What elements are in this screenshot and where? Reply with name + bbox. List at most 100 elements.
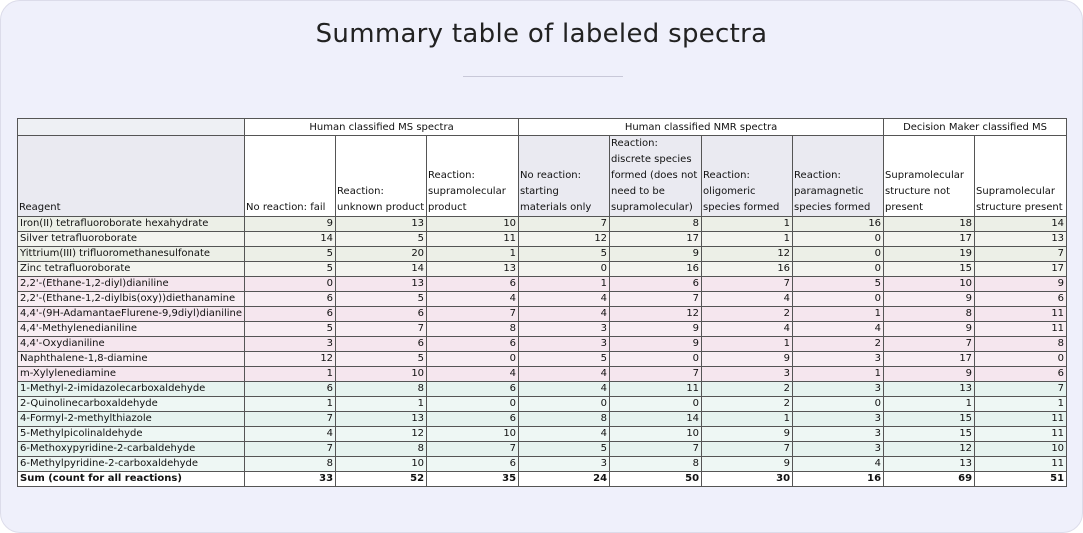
value-cell: 6	[426, 456, 520, 472]
table-row: m-Xylylenediamine 1 10 4 4 7 3 1 9 6	[16, 366, 1068, 382]
value-cell: 1	[883, 396, 976, 412]
value-cell: 3	[244, 336, 337, 352]
value-cell: 4	[518, 306, 611, 322]
value-cell: 0	[426, 396, 520, 412]
table-row: Yittrium(III) trifluoromethanesulfonate 5…	[16, 246, 1068, 262]
value-cell: 12	[701, 246, 794, 262]
value-cell: 0	[792, 291, 885, 307]
value-cell: 2	[701, 381, 794, 397]
value-cell: 1	[426, 246, 520, 262]
value-cell: 10	[426, 216, 520, 232]
value-cell: 15	[883, 426, 976, 442]
value-cell: 9	[883, 321, 976, 337]
value-cell: 6	[335, 336, 428, 352]
value-cell: 0	[426, 351, 520, 367]
value-cell: 24	[518, 471, 611, 487]
value-cell: 13	[883, 381, 976, 397]
reagent-cell: m-Xylylenediamine	[16, 366, 246, 382]
value-cell: 0	[609, 396, 703, 412]
column-header: Reaction: discrete species formed (does …	[609, 135, 703, 217]
group-header-ms: Human classified MS spectra	[244, 118, 520, 136]
value-cell: 0	[792, 231, 885, 247]
value-cell: 9	[609, 246, 703, 262]
value-cell: 1	[244, 396, 337, 412]
column-header: Supramolecular structure present	[974, 135, 1068, 217]
value-cell: 14	[244, 231, 337, 247]
value-cell: 16	[792, 216, 885, 232]
value-cell: 4	[426, 366, 520, 382]
column-header: Supramolecular structure not present	[883, 135, 976, 217]
value-cell: 12	[244, 351, 337, 367]
value-cell: 9	[883, 291, 976, 307]
value-cell: 6	[974, 366, 1068, 382]
value-cell: 8	[426, 321, 520, 337]
value-cell: 9	[701, 426, 794, 442]
value-cell: 9	[974, 276, 1068, 292]
table-row: 2,2'-(Ethane-1,2-diylbis(oxy))diethanami…	[16, 291, 1068, 307]
column-header-row: Reagent No reaction: fail Reaction: unkn…	[16, 135, 1068, 217]
reagent-cell: 2,2'-(Ethane-1,2-diylbis(oxy))diethanami…	[16, 291, 246, 307]
page-title: Summary table of labeled spectra	[315, 19, 768, 49]
value-cell: 3	[518, 321, 611, 337]
value-cell: 5	[518, 441, 611, 457]
value-cell: 7	[609, 291, 703, 307]
value-cell: 1	[518, 276, 611, 292]
value-cell: 10	[609, 426, 703, 442]
value-cell: 13	[426, 261, 520, 277]
value-cell: 4	[518, 426, 611, 442]
group-header-row: Human classified MS spectra Human classi…	[16, 118, 1068, 136]
table-row: 6-Methoxypyridine-2-carbaldehyde 7 8 7 5 7 7 3 1…	[16, 441, 1068, 457]
table-row: 5-Methylpicolinaldehyde 4 12 10 4 10 9 3 15 11	[16, 426, 1068, 442]
value-cell: 7	[335, 321, 428, 337]
value-cell: 9	[883, 366, 976, 382]
column-header: Reaction: paramagnetic species formed	[792, 135, 885, 217]
value-cell: 7	[883, 336, 976, 352]
value-cell: 2	[701, 396, 794, 412]
reagent-cell: 4,4'-Oxydianiline	[16, 336, 246, 352]
table-row: Zinc tetrafluoroborate 5 14 13 0 16 16 0 15 17	[16, 261, 1068, 277]
value-cell: 10	[335, 456, 428, 472]
value-cell: 6	[426, 411, 520, 427]
value-cell: 1	[335, 396, 428, 412]
table-row: 6-Methylpyridine-2-carboxaldehyde 8 10 6 3 8 9…	[16, 456, 1068, 472]
title-divider	[463, 76, 623, 77]
value-cell: 6	[244, 306, 337, 322]
value-cell: 7	[426, 441, 520, 457]
value-cell: 11	[974, 321, 1068, 337]
value-cell: 1	[701, 231, 794, 247]
value-cell: 1	[701, 216, 794, 232]
value-cell: 7	[518, 216, 611, 232]
group-header-decision-maker: Decision Maker classified MS	[883, 118, 1068, 136]
value-cell: 0	[792, 261, 885, 277]
reagent-cell: Zinc tetrafluoroborate	[16, 261, 246, 277]
reagent-cell: 6-Methoxypyridine-2-carbaldehyde	[16, 441, 246, 457]
value-cell: 5	[335, 351, 428, 367]
reagent-cell: 4,4'-Methylenedianiline	[16, 321, 246, 337]
group-header-nmr: Human classified NMR spectra	[518, 118, 885, 136]
value-cell: 3	[792, 426, 885, 442]
reagent-cell: Yittrium(III) trifluoromethanesulfonate	[16, 246, 246, 262]
value-cell: 13	[335, 276, 428, 292]
value-cell: 5	[518, 246, 611, 262]
table-row: 1-Methyl-2-imidazolecarboxaldehyde 6 8 6 4 11…	[16, 381, 1068, 397]
value-cell: 6	[426, 336, 520, 352]
value-cell: 30	[701, 471, 794, 487]
column-header: Reaction: unknown product	[335, 135, 428, 217]
value-cell: 1	[974, 396, 1068, 412]
table-row: Silver tetrafluoroborate 14 5 11 12 17 1 0 17 13	[16, 231, 1068, 247]
summary-table: Human classified MS spectra Human classi…	[16, 118, 1068, 487]
value-cell: 0	[609, 351, 703, 367]
value-cell: 52	[335, 471, 428, 487]
value-cell: 6	[244, 381, 337, 397]
value-cell: 9	[244, 216, 337, 232]
column-header: No reaction: starting materials only	[518, 135, 611, 217]
group-header-blank	[16, 118, 246, 136]
value-cell: 15	[883, 411, 976, 427]
value-cell: 13	[335, 411, 428, 427]
value-cell: 8	[335, 441, 428, 457]
value-cell: 17	[883, 351, 976, 367]
value-cell: 5	[244, 321, 337, 337]
value-cell: 1	[244, 366, 337, 382]
value-cell: 10	[335, 366, 428, 382]
value-cell: 1	[701, 411, 794, 427]
